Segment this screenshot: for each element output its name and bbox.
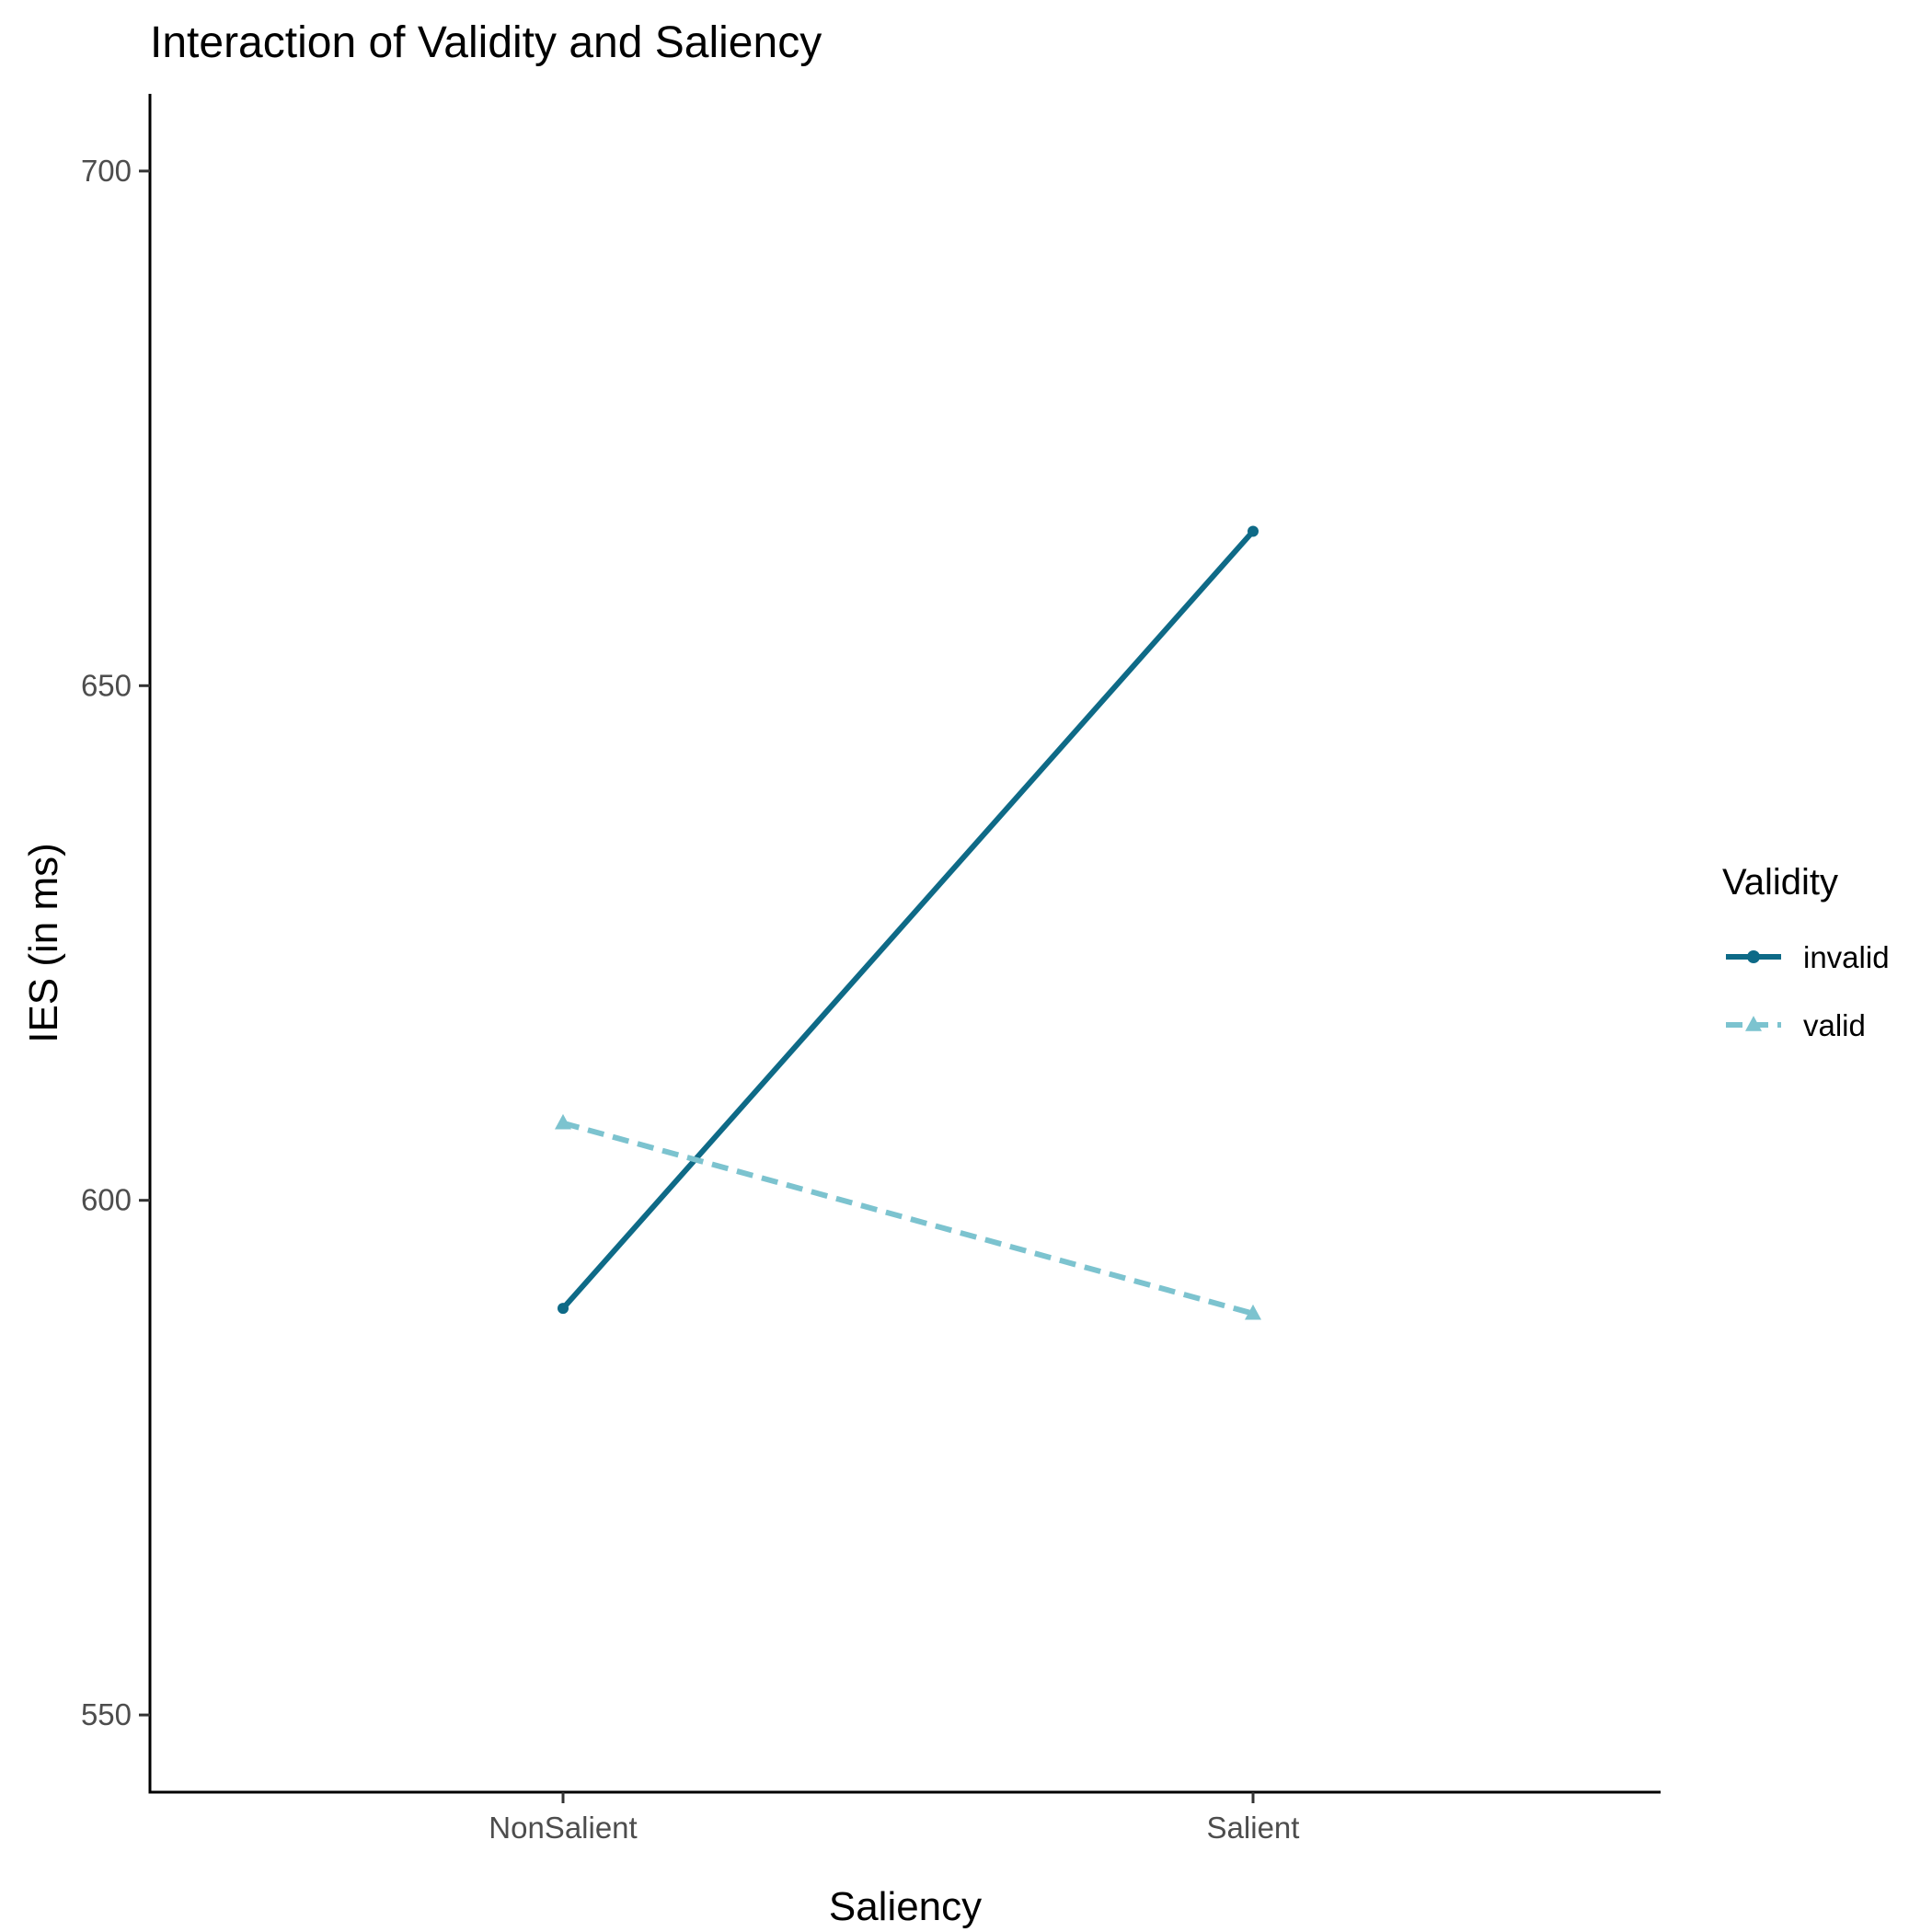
y-tick-label: 650 — [81, 668, 132, 702]
legend-label: invalid — [1803, 940, 1890, 974]
data-point-valid — [555, 1113, 571, 1130]
plot-area — [555, 525, 1261, 1320]
series-line-valid — [562, 1120, 1254, 1317]
legend-item-valid: valid — [1726, 1008, 1866, 1042]
legend-title: Validity — [1722, 862, 1838, 903]
y-axis-ticks: 550 600 650 700 — [81, 154, 150, 1731]
series-invalid — [558, 525, 1259, 1315]
y-tick-label: 550 — [81, 1697, 132, 1731]
legend-key-marker — [1745, 1016, 1762, 1031]
series-valid — [555, 1113, 1261, 1320]
legend-item-invalid: invalid — [1726, 940, 1890, 974]
data-point-valid — [1245, 1304, 1261, 1320]
x-axis-ticks: NonSalient Salient — [489, 1792, 1299, 1845]
data-point-invalid — [558, 1303, 569, 1315]
y-tick-label: 700 — [81, 154, 132, 188]
series-line-invalid — [560, 529, 1256, 1311]
data-point-invalid — [1248, 525, 1259, 537]
chart-title: Interaction of Validity and Saliency — [150, 18, 822, 67]
x-axis-title: Saliency — [829, 1884, 982, 1929]
y-tick-label: 600 — [81, 1183, 132, 1217]
y-axis-title: IES (in ms) — [21, 843, 66, 1043]
x-tick-label: NonSalient — [489, 1811, 637, 1845]
x-tick-label: Salient — [1207, 1811, 1300, 1845]
legend: Validity invalid valid — [1722, 862, 1890, 1042]
legend-label: valid — [1803, 1008, 1866, 1042]
legend-key-marker — [1747, 950, 1760, 963]
